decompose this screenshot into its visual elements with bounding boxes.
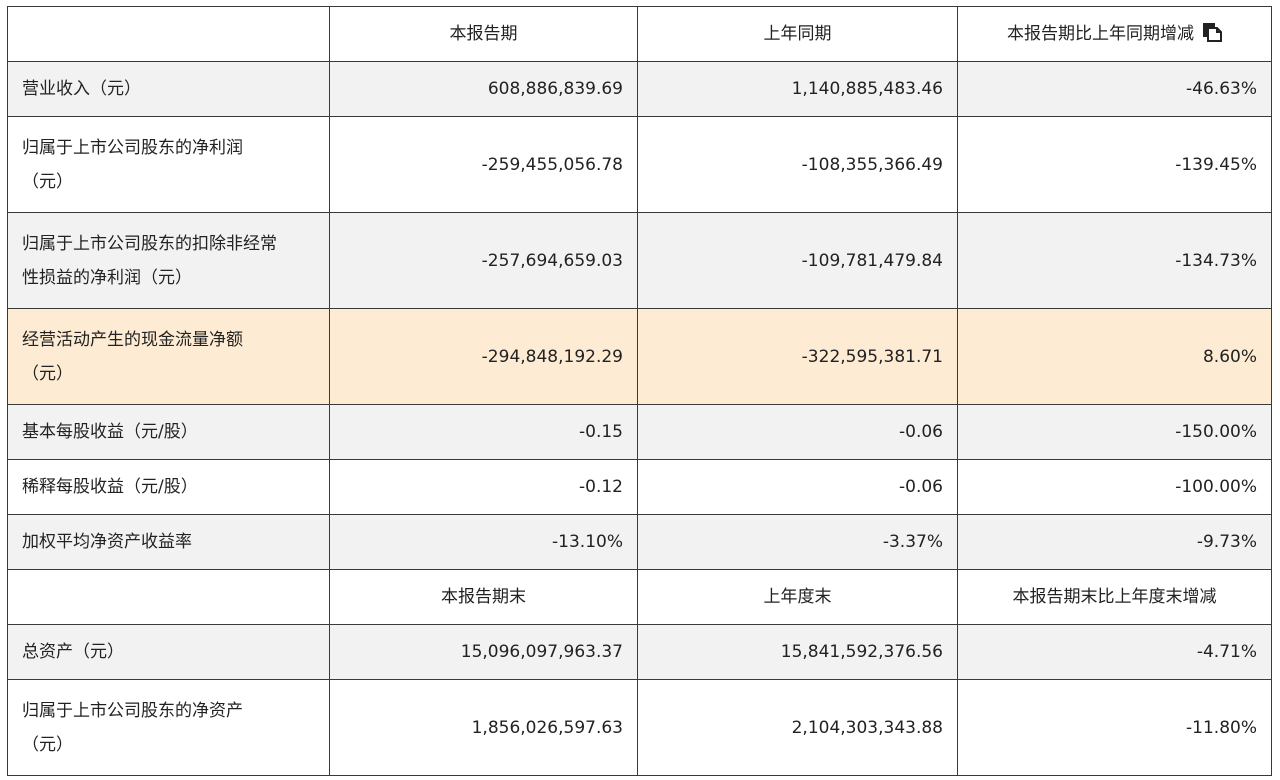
- value-change: -134.73%: [957, 212, 1272, 309]
- value-prior: 2,104,303,343.88: [637, 679, 958, 776]
- table-header-period-end: 本报告期末 上年度末 本报告期末比上年度末增减: [7, 569, 1272, 625]
- value-current: -0.15: [329, 404, 638, 460]
- header-change: 本报告期比上年同期增减: [957, 6, 1272, 62]
- table-row-highlighted: 经营活动产生的现金流量净额 （元） -294,848,192.29 -322,59…: [7, 308, 1272, 405]
- row-label: 总资产（元）: [7, 624, 330, 680]
- copy-icon[interactable]: [1202, 20, 1222, 42]
- value-prior: -322,595,381.71: [637, 308, 958, 405]
- row-label: 归属于上市公司股东的净利润 （元）: [7, 116, 330, 213]
- value-prior: -0.06: [637, 459, 958, 515]
- value-current: 608,886,839.69: [329, 61, 638, 117]
- table-row: 加权平均净资产收益率 -13.10% -3.37% -9.73%: [7, 514, 1272, 570]
- table-row: 营业收入（元） 608,886,839.69 1,140,885,483.46 …: [7, 61, 1272, 117]
- table-row: 总资产（元） 15,096,097,963.37 15,841,592,376.…: [7, 624, 1272, 680]
- header-current-period: 本报告期: [329, 6, 638, 62]
- value-current: 1,856,026,597.63: [329, 679, 638, 776]
- header-blank: [7, 6, 330, 62]
- header-prior-period: 上年同期: [637, 6, 958, 62]
- header-change-label: 本报告期比上年同期增减: [1007, 24, 1194, 44]
- row-label: 归属于上市公司股东的净资产 （元）: [7, 679, 330, 776]
- value-current: -259,455,056.78: [329, 116, 638, 213]
- value-change: -46.63%: [957, 61, 1272, 117]
- financial-summary: 本报告期 上年同期 本报告期比上年同期增减 营业收入（元） 608,886,83…: [7, 6, 1272, 776]
- value-change: 8.60%: [957, 308, 1272, 405]
- value-prior: -109,781,479.84: [637, 212, 958, 309]
- header-change-year-end: 本报告期末比上年度末增减: [957, 569, 1272, 625]
- header-prior-year-end: 上年度末: [637, 569, 958, 625]
- table-header-period: 本报告期 上年同期 本报告期比上年同期增减: [7, 6, 1272, 62]
- table-row: 归属于上市公司股东的净资产 （元） 1,856,026,597.63 2,104,…: [7, 679, 1272, 776]
- value-current: -13.10%: [329, 514, 638, 570]
- row-label: 经营活动产生的现金流量净额 （元）: [7, 308, 330, 405]
- table-row: 基本每股收益（元/股） -0.15 -0.06 -150.00%: [7, 404, 1272, 460]
- row-label: 基本每股收益（元/股）: [7, 404, 330, 460]
- value-change: -11.80%: [957, 679, 1272, 776]
- value-change: -4.71%: [957, 624, 1272, 680]
- key-financial-data-table: 本报告期 上年同期 本报告期比上年同期增减 营业收入（元） 608,886,83…: [7, 6, 1272, 776]
- header-blank: [7, 569, 330, 625]
- value-current: -0.12: [329, 459, 638, 515]
- value-prior: 1,140,885,483.46: [637, 61, 958, 117]
- value-current: -294,848,192.29: [329, 308, 638, 405]
- value-prior: -108,355,366.49: [637, 116, 958, 213]
- value-prior: -3.37%: [637, 514, 958, 570]
- value-current: 15,096,097,963.37: [329, 624, 638, 680]
- value-prior: 15,841,592,376.56: [637, 624, 958, 680]
- header-current-period-end: 本报告期末: [329, 569, 638, 625]
- row-label: 稀释每股收益（元/股）: [7, 459, 330, 515]
- value-current: -257,694,659.03: [329, 212, 638, 309]
- value-prior: -0.06: [637, 404, 958, 460]
- value-change: -9.73%: [957, 514, 1272, 570]
- value-change: -100.00%: [957, 459, 1272, 515]
- table-row: 稀释每股收益（元/股） -0.12 -0.06 -100.00%: [7, 459, 1272, 515]
- row-label: 加权平均净资产收益率: [7, 514, 330, 570]
- row-label: 归属于上市公司股东的扣除非经常 性损益的净利润（元）: [7, 212, 330, 309]
- table-row: 归属于上市公司股东的扣除非经常 性损益的净利润（元） -257,694,659.0…: [7, 212, 1272, 309]
- value-change: -139.45%: [957, 116, 1272, 213]
- row-label: 营业收入（元）: [7, 61, 330, 117]
- table-row: 归属于上市公司股东的净利润 （元） -259,455,056.78 -108,35…: [7, 116, 1272, 213]
- value-change: -150.00%: [957, 404, 1272, 460]
